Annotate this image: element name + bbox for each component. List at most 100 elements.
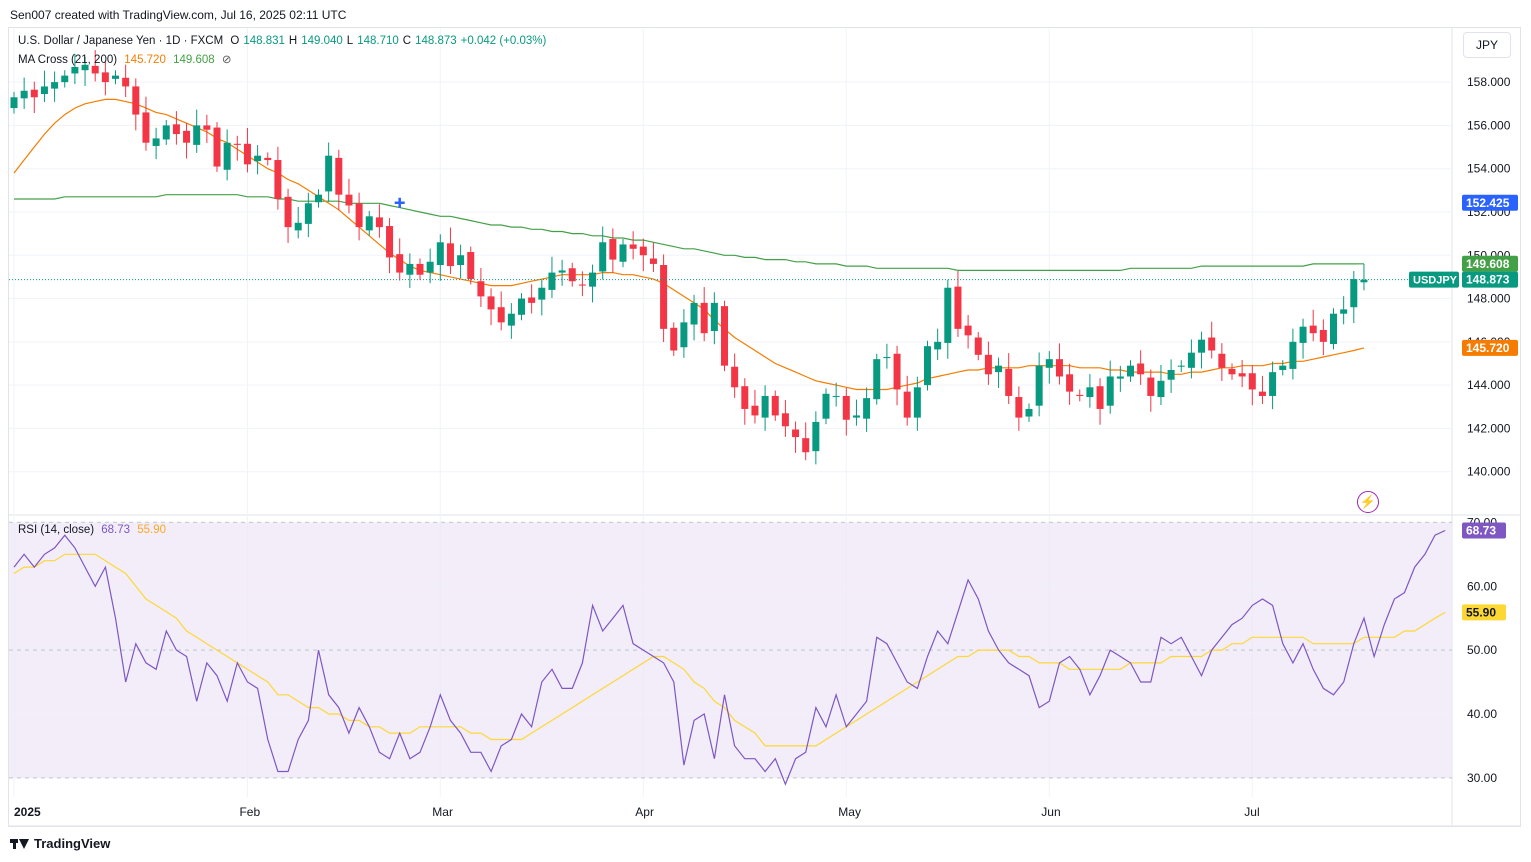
candle-body: [345, 194, 353, 206]
candle: [142, 96, 150, 151]
candle-body: [274, 160, 282, 199]
candle: [863, 387, 871, 432]
candle-body: [122, 77, 130, 87]
candle: [690, 294, 698, 341]
candle: [71, 53, 79, 85]
candle-body: [721, 306, 728, 366]
candle-body: [1309, 325, 1317, 334]
candle: [20, 77, 28, 109]
candle: [1309, 309, 1317, 342]
candle-body: [761, 395, 769, 418]
candle: [1330, 308, 1337, 350]
candle: [680, 309, 688, 358]
candle-body: [396, 254, 404, 273]
hide-indicator-icon[interactable]: ⊘: [221, 54, 232, 66]
candle-body: [822, 393, 830, 419]
rsi-value: 68.73: [101, 524, 131, 536]
candle: [639, 238, 647, 272]
candle: [842, 387, 850, 436]
candle: [599, 226, 607, 280]
candle: [396, 238, 404, 281]
price-tick-label: 142.000: [1467, 421, 1511, 435]
candle: [101, 61, 109, 96]
candle-body: [203, 125, 211, 130]
candle-body: [406, 263, 414, 275]
time-tick-label: Apr: [635, 805, 654, 819]
candle: [1116, 365, 1124, 392]
candle-body: [335, 157, 343, 195]
candle: [51, 71, 59, 102]
candle: [375, 204, 383, 238]
candle: [1086, 374, 1094, 408]
candle-body: [1187, 352, 1195, 368]
candle: [112, 70, 119, 85]
rsi-ma-last-label: 55.90: [1466, 605, 1496, 619]
candle-body: [284, 196, 292, 228]
candle-body: [710, 302, 718, 332]
candle: [91, 50, 99, 82]
candle-body: [528, 297, 536, 303]
candle-body: [1208, 337, 1216, 351]
candle-body: [213, 127, 221, 167]
candle-body: [964, 325, 972, 336]
candle: [1289, 328, 1297, 380]
candle: [995, 357, 1003, 388]
candle-body: [477, 281, 485, 297]
candle: [406, 253, 414, 288]
candle: [852, 399, 860, 426]
candle-body: [852, 415, 860, 418]
rsi-tick-label: 50.00: [1467, 643, 1497, 657]
candle-body: [619, 244, 627, 262]
candle: [132, 78, 140, 131]
candle: [122, 64, 130, 98]
candle-body: [325, 155, 333, 192]
candle-body: [1055, 359, 1063, 377]
candle: [538, 279, 546, 316]
candle: [568, 262, 576, 287]
candle-body: [903, 391, 911, 418]
candle-body: [386, 226, 394, 258]
candle: [61, 70, 69, 88]
candle-body: [61, 75, 69, 83]
candle: [589, 264, 597, 303]
candle-body: [254, 155, 262, 162]
candle-body: [233, 143, 241, 145]
candle-body: [507, 313, 515, 326]
candle: [1238, 360, 1246, 388]
candle: [721, 300, 728, 372]
candle-body: [20, 90, 28, 99]
candle: [1299, 318, 1307, 359]
high-value: 149.040: [301, 35, 343, 47]
candle-body: [1106, 376, 1114, 406]
rsi-legend[interactable]: RSI (14, close) 68.73 55.90: [18, 524, 170, 536]
candle-body: [132, 86, 140, 115]
candle-body: [609, 239, 617, 260]
candle-body: [40, 86, 48, 95]
candle-body: [101, 72, 109, 83]
candle-body: [995, 365, 1003, 373]
price-tick-label: 154.000: [1467, 162, 1511, 176]
time-tick-label: Jul: [1244, 805, 1259, 819]
candle-body: [91, 65, 99, 74]
candle-body: [1228, 368, 1236, 375]
candle-body: [162, 125, 170, 140]
ma-legend[interactable]: MA Cross (21, 200) 145.720 149.608 ⊘: [18, 52, 235, 66]
candle-body: [355, 203, 363, 228]
candle-body: [589, 272, 597, 287]
candle-body: [1360, 279, 1368, 283]
bolt-icon[interactable]: ⚡: [1357, 491, 1379, 513]
ma-fast-price-label: 145.720: [1466, 341, 1510, 355]
candle: [609, 228, 617, 273]
rsi-ma-line: [13, 553, 1446, 747]
candle: [1360, 263, 1368, 291]
candle: [1187, 339, 1195, 379]
currency-button[interactable]: JPY: [1463, 32, 1511, 58]
cross-marker-icon: [394, 197, 405, 208]
rsi-last-label-bg: [1462, 522, 1506, 539]
candle-body: [944, 287, 952, 343]
candle: [1248, 365, 1256, 406]
symbol-title[interactable]: U.S. Dollar / Japanese Yen · 1D · FXCM: [18, 35, 224, 47]
candle: [345, 178, 353, 214]
candle: [792, 421, 800, 453]
